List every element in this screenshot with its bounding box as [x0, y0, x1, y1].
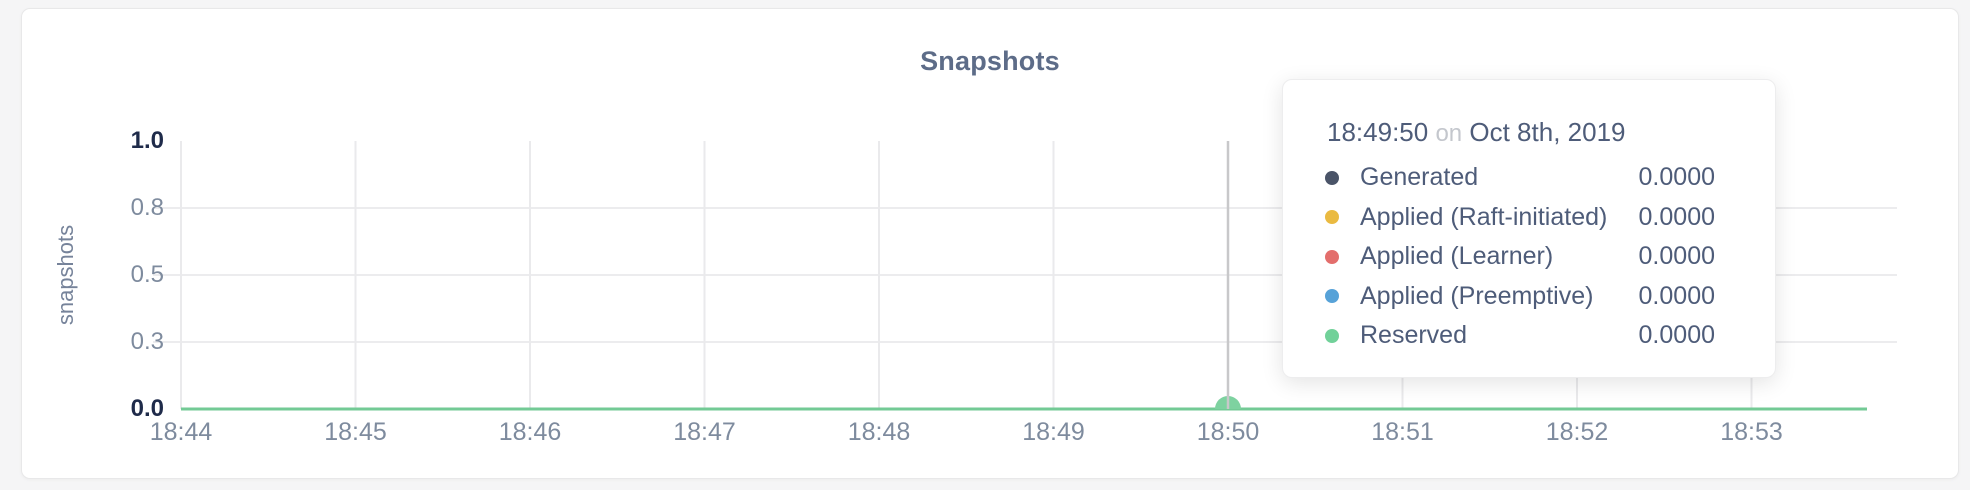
chart-title: Snapshots	[920, 46, 1060, 76]
series-label: Reserved	[1360, 321, 1467, 350]
tooltip-row: Applied (Preemptive) 0.0000	[1325, 277, 1715, 317]
x-tick-label: 18:45	[324, 418, 387, 446]
series-label: Generated	[1360, 163, 1479, 192]
y-tick-label: 0.8	[130, 194, 164, 221]
tooltip-row: Generated 0.0000	[1325, 158, 1715, 198]
series-value: 0.0000	[1638, 202, 1715, 231]
series-label: Applied (Learner)	[1360, 242, 1554, 271]
x-tick-label: 18:52	[1545, 418, 1609, 446]
tooltip-row: Reserved 0.0000	[1325, 316, 1715, 356]
series-value: 0.0000	[1638, 242, 1715, 271]
series-color-dot-icon	[1325, 249, 1339, 264]
series-value: 0.0000	[1638, 281, 1715, 310]
y-tick-label: 0.5	[130, 261, 164, 288]
tooltip-header: 18:49:50 on Oct 8th, 2019	[1327, 116, 1775, 150]
tooltip-time: 18:49:50	[1327, 117, 1429, 147]
y-tick-label: 1.0	[130, 127, 164, 154]
series-label: Applied (Raft-initiated)	[1360, 202, 1608, 231]
series-value: 0.0000	[1638, 321, 1715, 350]
y-tick-label: 0.3	[130, 328, 164, 355]
tooltip-row: Applied (Raft-initiated) 0.0000	[1325, 198, 1715, 238]
x-tick-label: 18:44	[149, 418, 213, 446]
series-color-dot-icon	[1325, 170, 1339, 185]
x-tick-label: 18:53	[1720, 418, 1783, 446]
series-label: Applied (Preemptive)	[1360, 281, 1594, 310]
chart-card: Snapshots snapshots 0.0 0.3 0.5 0.8 1.0 18:4…	[21, 8, 1959, 479]
x-tick-label: 18:49	[1022, 418, 1085, 446]
tooltip-row: Applied (Learner) 0.0000	[1325, 237, 1715, 277]
x-tick-label: 18:50	[1196, 418, 1260, 446]
x-tick-label: 18:48	[847, 418, 911, 446]
series-color-dot-icon	[1325, 210, 1339, 225]
y-tick-label: 0.0	[130, 395, 164, 422]
tooltip-date: Oct 8th, 2019	[1469, 117, 1626, 147]
tooltip-conjunction: on	[1435, 120, 1463, 147]
series-color-dot-icon	[1325, 328, 1339, 343]
hover-tooltip: 18:49:50 on Oct 8th, 2019 Generated 0.000…	[1282, 79, 1776, 378]
x-tick-label: 18:46	[498, 418, 562, 446]
series-color-dot-icon	[1325, 289, 1339, 304]
x-tick-label: 18:47	[673, 418, 736, 446]
tooltip-legend: Generated 0.0000 Applied (Raft-initiated) 0…	[1325, 158, 1715, 356]
series-value: 0.0000	[1638, 163, 1715, 192]
x-tick-label: 18:51	[1371, 418, 1434, 446]
